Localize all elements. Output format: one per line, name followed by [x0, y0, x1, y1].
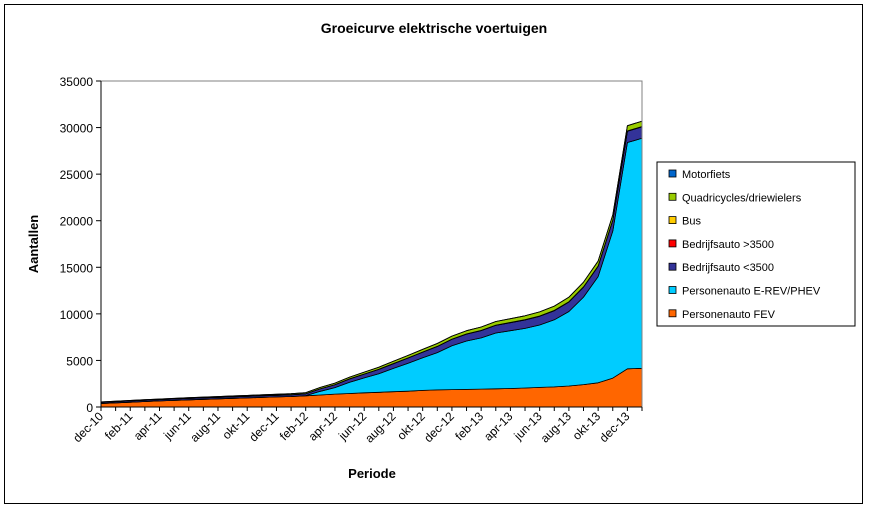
x-tick-label: feb-12	[277, 409, 311, 443]
legend-swatch	[668, 286, 677, 294]
area-series-1	[100, 137, 643, 404]
legend-label: Personenauto FEV	[682, 309, 776, 321]
legend-label: Quadricycles/driewielers	[682, 192, 802, 204]
legend-swatch	[668, 216, 677, 225]
chart-title: Groeicurve elektrische voertuigen	[321, 20, 547, 36]
x-tick-label: apr-12	[306, 409, 341, 444]
legend-box	[656, 161, 856, 327]
y-tick-label: 30000	[60, 122, 94, 136]
y-tick-label: 25000	[60, 168, 94, 182]
x-tick-label: feb-13	[452, 409, 486, 443]
y-tick-label: 35000	[60, 75, 94, 89]
y-axis: 0 5000 10000 15000 20000 25000 30000 35000	[60, 75, 102, 415]
legend-swatch	[668, 169, 677, 178]
x-tick-label: apr-11	[131, 409, 165, 443]
legend-label: Bus	[682, 216, 701, 228]
y-tick-label: 5000	[66, 354, 93, 368]
x-tick-label: aug-12	[362, 409, 399, 446]
legend-swatch	[668, 309, 677, 318]
legend-label: Personenauto E-REV/PHEV	[682, 286, 821, 298]
x-tick-label: dec-13	[597, 409, 633, 445]
legend-swatch	[668, 239, 677, 248]
x-tick-label: feb-11	[102, 409, 136, 443]
x-tick-label: aug-11	[187, 409, 223, 445]
x-axis-title: Periode	[348, 466, 396, 481]
x-tick-label: dec-12	[421, 409, 457, 445]
x-tick-label: dec-11	[246, 409, 281, 444]
x-tick-label: apr-13	[481, 409, 516, 444]
y-tick-label: 15000	[60, 261, 94, 275]
y-tick-label: 10000	[60, 308, 94, 322]
x-tick-label: aug-13	[538, 409, 575, 446]
legend: Motorfiets Quadricycles/driewielers Bus Bed…	[656, 161, 856, 327]
legend-label: Bedrijfsauto <3500	[682, 262, 774, 274]
y-tick-label: 20000	[60, 215, 94, 229]
legend-label: Motorfiets	[682, 169, 731, 181]
y-tick-label: 0	[86, 401, 93, 415]
legend-label: Bedrijfsauto >3500	[682, 239, 774, 251]
legend-swatch	[668, 262, 677, 271]
chart-areas	[100, 120, 643, 408]
x-axis: dec-10feb-11apr-11jun-11aug-11okt-11dec-…	[70, 406, 643, 446]
legend-swatch	[668, 192, 677, 201]
y-axis-title: Aantallen	[26, 215, 41, 274]
